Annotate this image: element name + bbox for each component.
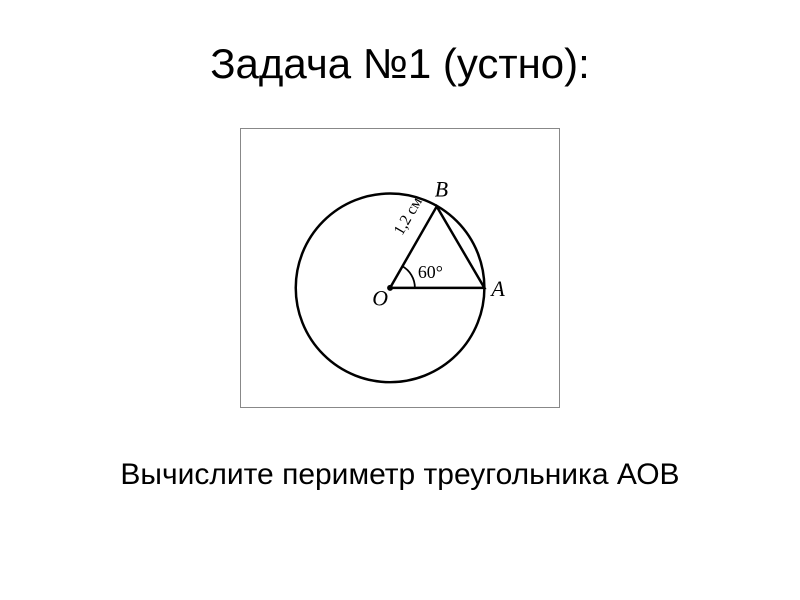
label-b: B <box>435 178 448 202</box>
label-o: O <box>372 287 388 311</box>
diagram-frame: O A B 60° 1,2 см <box>240 128 560 408</box>
angle-arc <box>402 266 415 288</box>
problem-statement: Вычислите периметр треугольника АОВ <box>120 458 679 492</box>
label-radius: 1,2 см <box>391 194 426 238</box>
geometry-diagram: O A B 60° 1,2 см <box>241 129 559 407</box>
problem-title: Задача №1 (устно): <box>210 40 590 88</box>
label-angle: 60° <box>418 262 443 282</box>
label-a: A <box>489 277 505 301</box>
center-point <box>387 285 393 291</box>
